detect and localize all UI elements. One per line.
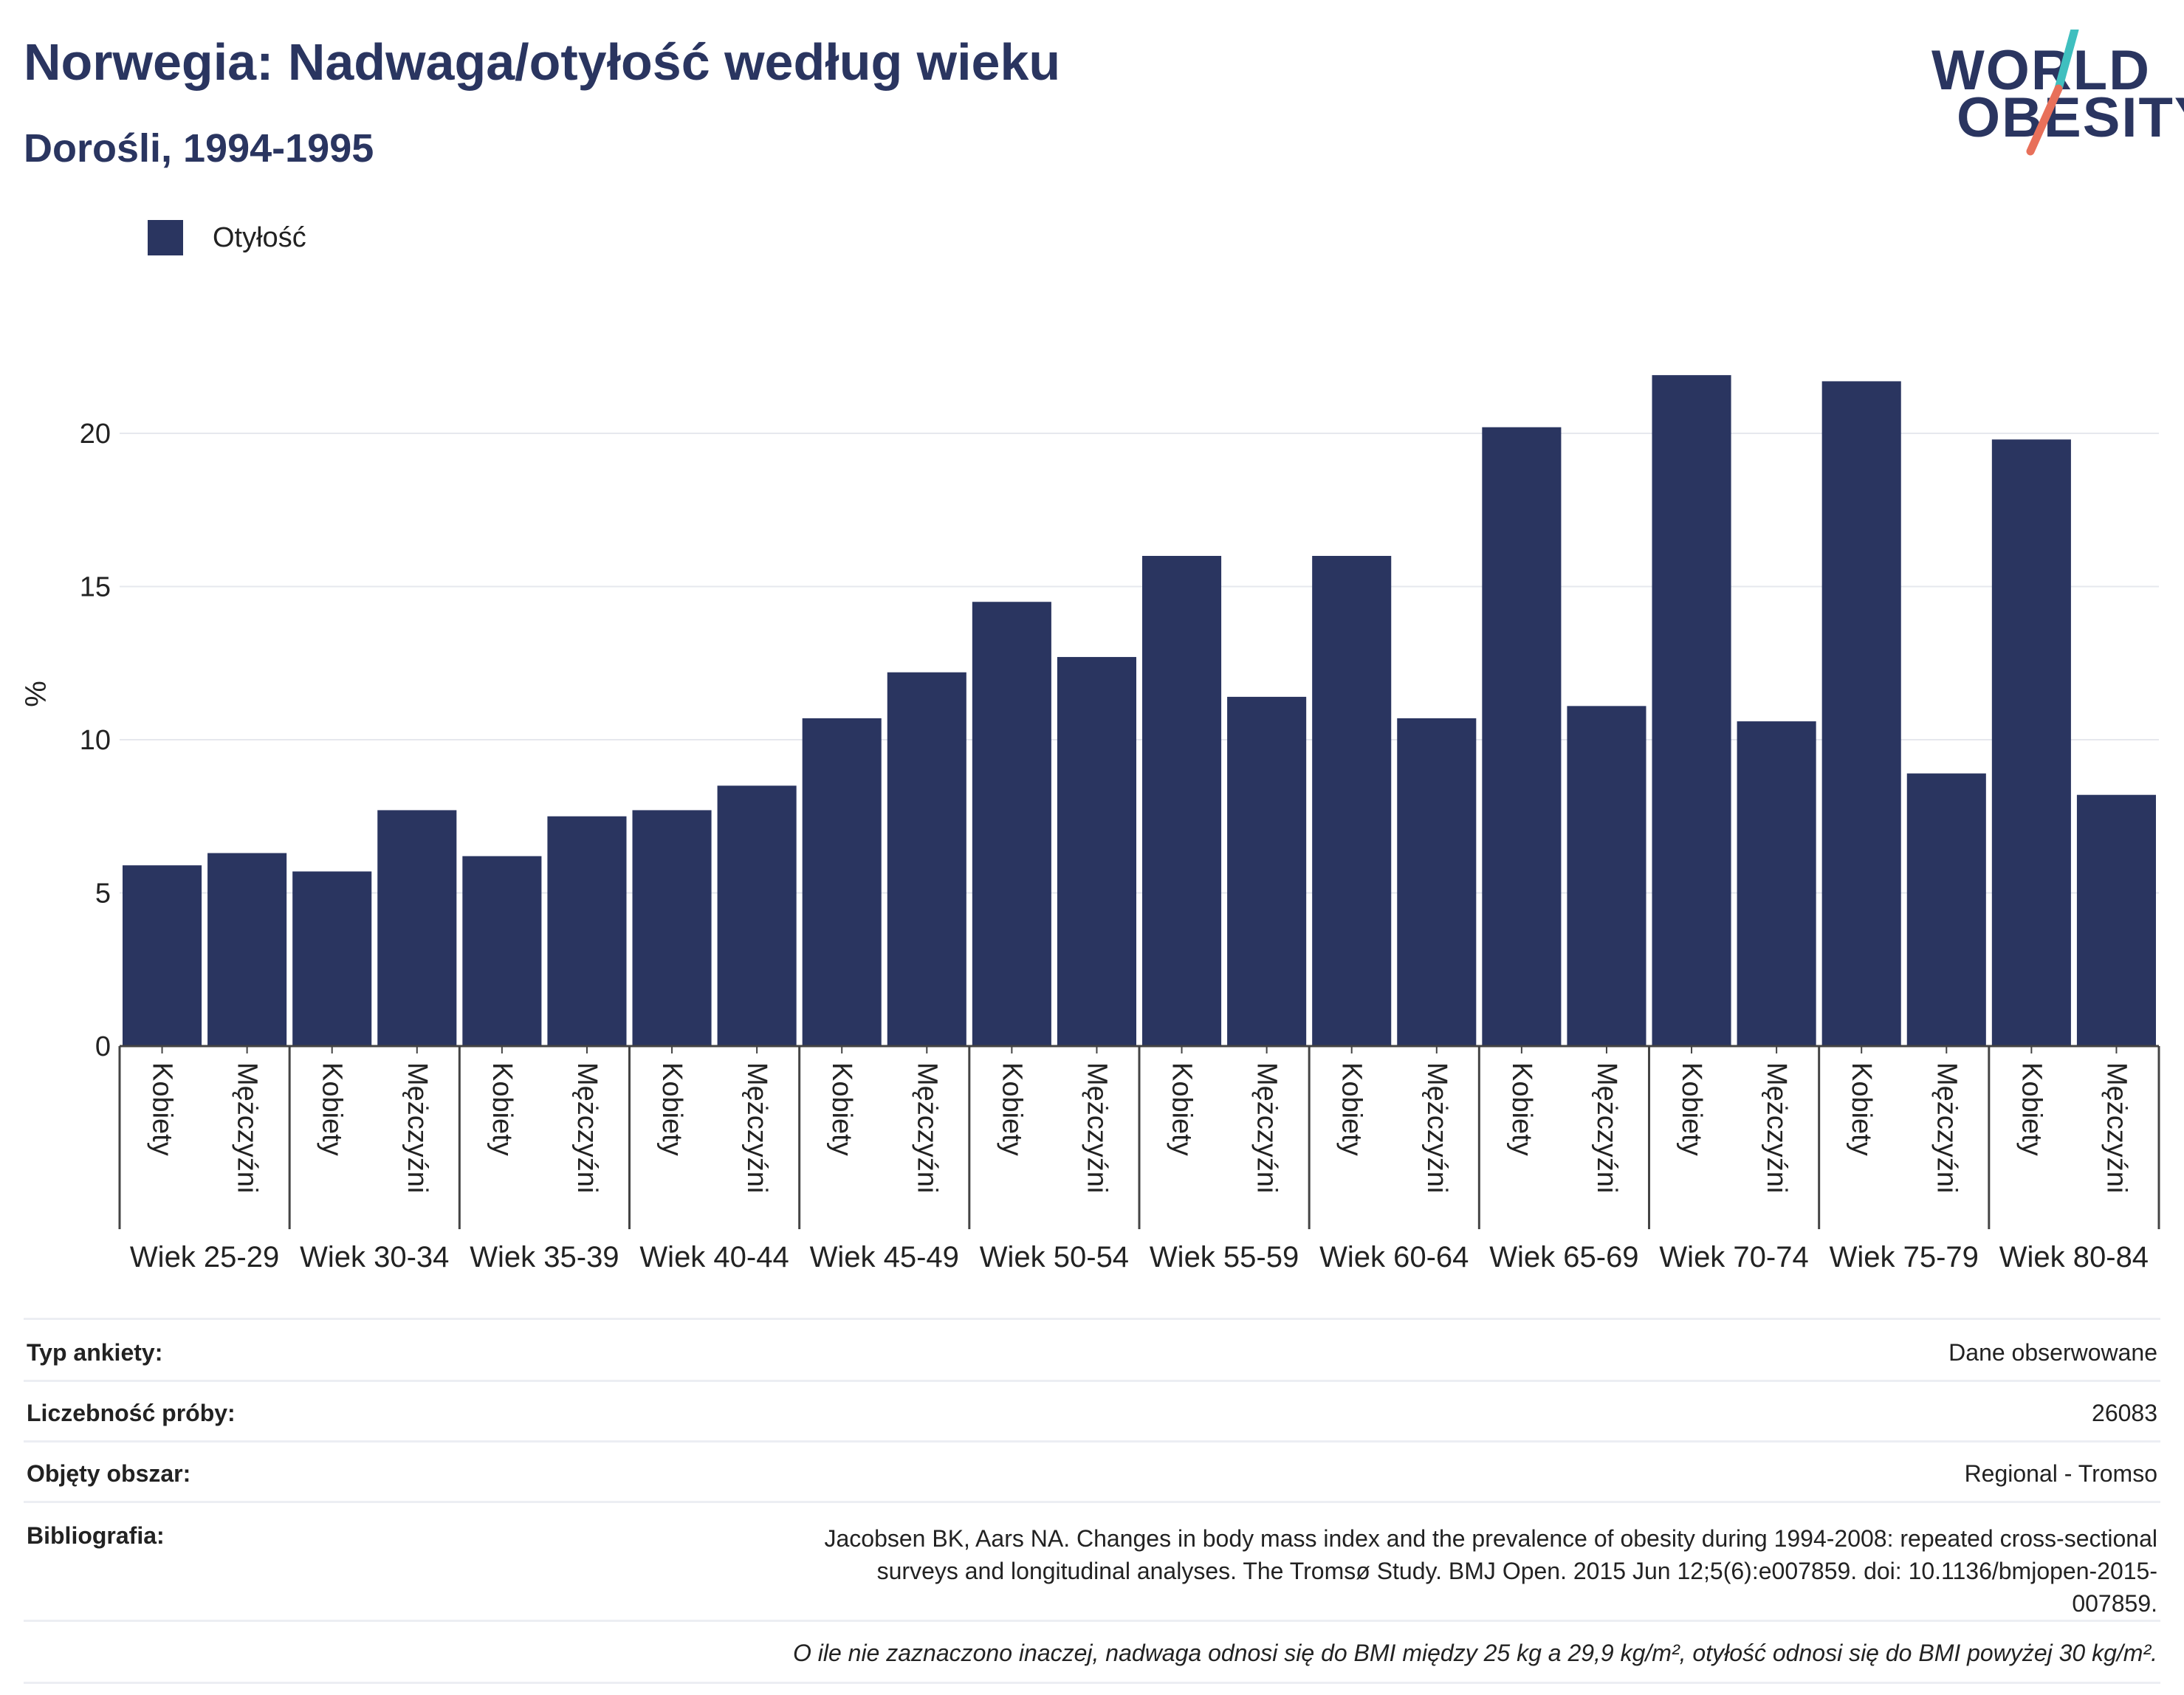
info-value: Jacobsen BK, Aars NA. Changes in body ma…	[281, 1501, 2160, 1621]
x-subcategory-label: Kobiety	[147, 1062, 178, 1156]
x-subcategory-label: Kobiety	[317, 1062, 348, 1156]
info-label: Typ ankiety:	[24, 1318, 281, 1381]
bar-wiek-80-84-mezczyzni	[2076, 794, 2156, 1046]
bar-wiek-75-79-kobiety	[1821, 381, 1901, 1046]
x-subcategory-label: Mężczyźni	[402, 1062, 433, 1193]
y-tick-label: 10	[80, 725, 111, 756]
bar-chart: 0 5 10 15 20 Kobiety Mężczyźni Wiek 25-29 Kobiet…	[20, 375, 2160, 1273]
bar-wiek-30-34-mezczyzni	[377, 810, 457, 1046]
info-value: Regional - Tromso	[281, 1440, 2160, 1502]
chart-subtitle: Dorośli, 1994-1995	[24, 126, 374, 171]
x-group-label: Wiek 80-84	[1999, 1241, 2149, 1273]
x-subcategory-label: Kobiety	[996, 1062, 1027, 1156]
bar-wiek-25-29-mezczyzni	[207, 853, 287, 1046]
logo-line1: WORLD	[1931, 39, 2152, 102]
y-tick-label: 20	[80, 419, 111, 450]
x-subcategory-label: Mężczyźni	[1931, 1062, 1962, 1193]
x-group-label: Wiek 45-49	[810, 1241, 959, 1273]
bar-wiek-50-54-mezczyzni	[1057, 656, 1136, 1046]
y-tick-label: 15	[80, 572, 111, 603]
info-row-note: O ile nie zaznaczono inaczej, nadwaga od…	[24, 1620, 2160, 1684]
bar-wiek-60-64-kobiety	[1312, 556, 1392, 1046]
bar-wiek-70-74-kobiety	[1652, 375, 1731, 1046]
x-group-label: Wiek 70-74	[1659, 1241, 1808, 1273]
bar-wiek-75-79-mezczyzni	[1906, 773, 1986, 1046]
x-subcategory-label: Mężczyźni	[1591, 1062, 1622, 1193]
y-tick-label: 5	[95, 879, 111, 910]
x-subcategory-label: Kobiety	[1506, 1062, 1537, 1156]
x-group-label: Wiek 35-39	[470, 1241, 619, 1273]
bar-wiek-60-64-mezczyzni	[1397, 718, 1477, 1046]
world-obesity-logo: WORLD OBESITY	[1920, 30, 2184, 162]
info-row-survey-type: Typ ankiety: Dane obserwowane	[24, 1318, 2160, 1381]
info-label: Objęty obszar:	[24, 1440, 281, 1502]
logo-slash-icon	[2026, 30, 2079, 156]
x-group-label: Wiek 30-34	[300, 1241, 449, 1273]
bar-wiek-45-49-kobiety	[802, 718, 882, 1046]
bar-wiek-55-59-kobiety	[1142, 556, 1222, 1046]
definition-note: O ile nie zaznaczono inaczej, nadwaga od…	[24, 1620, 2160, 1684]
x-subcategory-label: Mężczyźni	[1761, 1062, 1792, 1193]
x-subcategory-label: Kobiety	[826, 1062, 857, 1156]
legend: Otyłość	[148, 219, 306, 257]
bar-wiek-35-39-mezczyzni	[547, 816, 627, 1046]
x-group-label: Wiek 65-69	[1489, 1241, 1638, 1273]
info-table: Typ ankiety: Dane obserwowane Liczebność…	[24, 1318, 2160, 1684]
x-subcategory-label: Kobiety	[1676, 1062, 1707, 1156]
x-subcategory-label: Mężczyźni	[1421, 1062, 1452, 1193]
x-subcategory-label: Mężczyźni	[2101, 1062, 2132, 1193]
info-label: Liczebność próby:	[24, 1380, 281, 1442]
bar-wiek-40-44-mezczyzni	[717, 785, 797, 1046]
x-group-label: Wiek 40-44	[639, 1241, 789, 1273]
x-subcategory-label: Kobiety	[656, 1062, 687, 1156]
bar-wiek-70-74-mezczyzni	[1737, 721, 1816, 1046]
bar-wiek-30-34-kobiety	[292, 871, 372, 1046]
info-row-sample-size: Liczebność próby: 26083	[24, 1380, 2160, 1442]
bar-wiek-25-29-kobiety	[123, 865, 202, 1046]
x-subcategory-label: Kobiety	[1336, 1062, 1367, 1156]
bar-wiek-45-49-mezczyzni	[887, 672, 966, 1046]
info-value: 26083	[281, 1380, 2160, 1442]
x-subcategory-label: Mężczyźni	[741, 1062, 772, 1193]
x-group-label: Wiek 25-29	[130, 1241, 279, 1273]
logo-line2: OBESITY	[1957, 86, 2184, 149]
x-subcategory-label: Kobiety	[487, 1062, 518, 1156]
info-row-bibliography: Bibliografia: Jacobsen BK, Aars NA. Chan…	[24, 1501, 2160, 1621]
chart-title: Norwegia: Nadwaga/otyłość według wieku	[24, 33, 1061, 91]
x-group-label: Wiek 60-64	[1319, 1241, 1469, 1273]
x-group-label: Wiek 55-59	[1150, 1241, 1299, 1273]
y-axis-label: %	[20, 681, 52, 707]
x-subcategory-label: Mężczyźni	[1251, 1062, 1282, 1193]
x-subcategory-label: Mężczyźni	[911, 1062, 942, 1193]
x-subcategory-label: Mężczyźni	[571, 1062, 602, 1193]
bar-wiek-80-84-kobiety	[1991, 439, 2071, 1046]
axes: 0 5 10 15 20 Kobiety Mężczyźni Wiek 25-29 Kobiet…	[80, 419, 2160, 1273]
bar-wiek-55-59-mezczyzni	[1227, 696, 1307, 1046]
legend-label-obesity: Otyłość	[213, 221, 306, 253]
info-value: Dane obserwowane	[281, 1318, 2160, 1381]
bar-wiek-35-39-kobiety	[462, 856, 542, 1046]
info-row-area: Objęty obszar: Regional - Tromso	[24, 1440, 2160, 1502]
x-group-label: Wiek 50-54	[980, 1241, 1129, 1273]
x-subcategory-label: Kobiety	[2016, 1062, 2047, 1156]
x-subcategory-label: Kobiety	[1846, 1062, 1877, 1156]
bar-wiek-65-69-mezczyzni	[1567, 706, 1646, 1046]
x-subcategory-label: Mężczyźni	[232, 1062, 263, 1193]
legend-swatch-obesity	[148, 220, 183, 255]
info-label: Bibliografia:	[24, 1501, 281, 1621]
bars	[123, 375, 2156, 1046]
gridlines	[120, 433, 2159, 894]
x-subcategory-label: Mężczyźni	[1081, 1062, 1112, 1193]
x-subcategory-label: Kobiety	[1167, 1062, 1198, 1156]
x-group-label: Wiek 75-79	[1830, 1241, 1979, 1273]
bar-wiek-40-44-kobiety	[632, 810, 712, 1046]
bar-wiek-65-69-kobiety	[1482, 427, 1562, 1046]
bar-wiek-50-54-kobiety	[972, 602, 1051, 1046]
y-tick-label: 0	[95, 1031, 111, 1062]
